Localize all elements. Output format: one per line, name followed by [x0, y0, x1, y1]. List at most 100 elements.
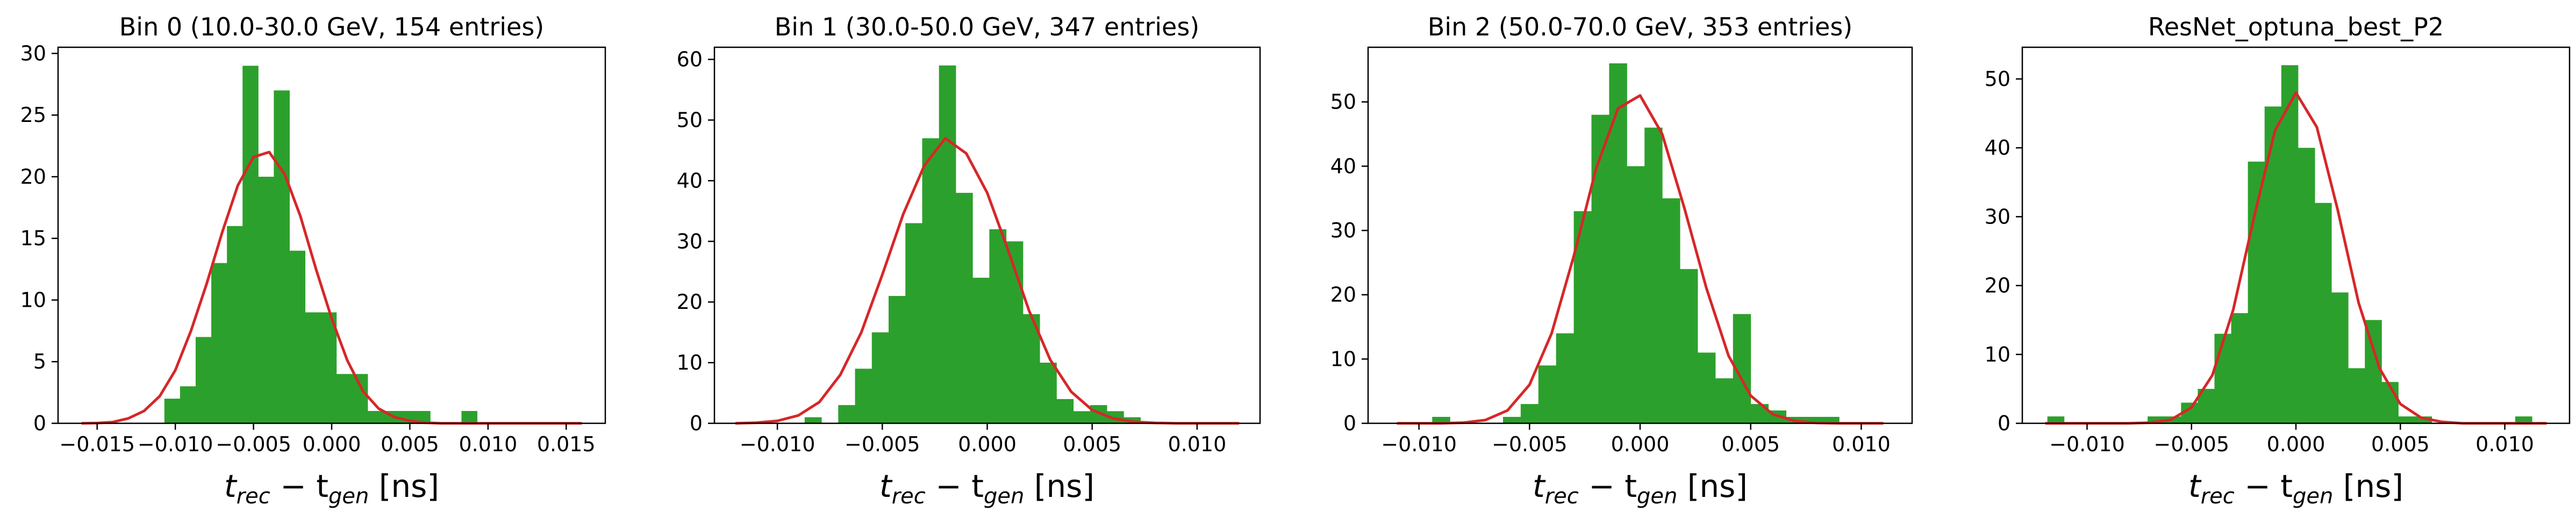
panel-1-bar-9 — [939, 65, 956, 423]
panel-0-xlabel-sub2: gen — [328, 484, 369, 509]
panel-0-xtick-label-5: 0.010 — [459, 432, 517, 456]
panel-0-xtick-label-3: 0.000 — [303, 432, 361, 456]
panel-2-ytick-label-4: 40 — [1330, 154, 1356, 178]
panel-1-ytick-label-3: 30 — [677, 229, 703, 253]
panel-0-xlabel: trec − tgen [ns] — [224, 468, 439, 509]
panel-2-bar-5 — [1520, 404, 1539, 423]
panel-2-bar-0 — [1432, 417, 1450, 423]
panel-3-xlabel-sub1: rec — [2201, 484, 2235, 509]
panel-2-xlabel-minus: − t — [1579, 468, 1637, 504]
panel-2-ytick-label-5: 50 — [1330, 90, 1356, 114]
panel-1-xtick-label-1: −0.005 — [845, 432, 920, 456]
panel-1-bar-7 — [905, 223, 922, 423]
panel-0-bar-11 — [336, 374, 353, 423]
panel-1-ytick-label-4: 40 — [677, 169, 703, 192]
panel-3-bar-28 — [2515, 416, 2532, 423]
panel-1-bar-8 — [922, 138, 940, 423]
panel-1-ytick-label-5: 50 — [677, 108, 703, 132]
panel-3-bar-14 — [2281, 65, 2299, 424]
panel-0-bar-2 — [195, 337, 212, 423]
panel-1-bar-12 — [989, 229, 1007, 423]
panel-2-ytick-label-0: 0 — [1343, 411, 1356, 435]
panel-0-bar-4 — [227, 226, 243, 423]
panel-0-ytick-label-0: 0 — [33, 411, 46, 435]
panel-2-ytick-label-3: 30 — [1330, 219, 1356, 242]
panel-1-xtick-label-0: −0.010 — [740, 432, 815, 456]
panel-0-bar-7 — [274, 90, 290, 423]
panel-2-plot: −0.010 −0.005 0.000 0.005 0.010 0 10 20 30 40 50 — [1330, 46, 1913, 456]
panel-3-ytick-label-3: 30 — [1985, 205, 2010, 228]
panel-1-title: Bin 1 (30.0-50.0 GeV, 347 entries) — [775, 12, 1200, 41]
panel-0-bar-12 — [352, 374, 368, 423]
panel-0-bar-3 — [211, 263, 227, 423]
panel-0-ytick-label-5: 25 — [20, 103, 46, 127]
panel-0-title: Bin 0 (10.0-30.0 GeV, 154 entries) — [119, 12, 545, 41]
panel-1-bar-5 — [871, 332, 889, 423]
panel-3-bar-10 — [2214, 334, 2232, 423]
panel-1-xlabel-t1: t — [879, 468, 893, 504]
panel-0-xlabel-minus: − t — [270, 468, 328, 504]
panel-1-ytick-label-0: 0 — [690, 411, 703, 435]
panel-1-xlabel-minus: − t — [926, 468, 984, 504]
panel-3-ytick-label-2: 20 — [1985, 274, 2010, 298]
panel-1-xtick-label-3: 0.005 — [1063, 432, 1121, 456]
panel-0-bar-8 — [289, 250, 306, 423]
panel-0-plot: −0.015 −0.010 −0.005 0.000 0.005 0.010 0.015 0 5… — [20, 41, 606, 456]
panel-0-xtick-label-0: −0.015 — [59, 432, 135, 456]
panel-0-xtick-label-1: −0.010 — [138, 432, 213, 456]
panel-0-xlabel-t1: t — [224, 468, 238, 504]
panel-0: Bin 0 (10.0-30.0 GeV, 154 entries) −0.01… — [20, 12, 606, 509]
panel-0-xtick-label-4: 0.005 — [381, 432, 439, 456]
panel-3-bar-0 — [2047, 416, 2065, 423]
panel-3-plot: −0.010 −0.005 0.000 0.005 0.010 0 10 20 30 40 50 — [1985, 46, 2571, 456]
panel-1-ytick-label-2: 20 — [677, 290, 703, 314]
panel-2-bar-16 — [1715, 378, 1734, 423]
panel-0-bar-5 — [242, 66, 259, 424]
panel-3-xtick-label-0: −0.010 — [2049, 432, 2125, 456]
panel-2-bar-13 — [1662, 198, 1680, 423]
panel-0-bar-9 — [305, 312, 321, 423]
panel-3-bar-18 — [2348, 368, 2365, 423]
panel-2-bar-9 — [1591, 114, 1609, 424]
panel-2-xlabel-sub1: rec — [1545, 484, 1579, 509]
panel-1-bar-11 — [972, 278, 990, 423]
panel-1-xlabel-sub2: gen — [984, 484, 1024, 509]
panel-3-ytick-label-0: 0 — [1998, 411, 2010, 435]
panel-2-fit-curve — [1397, 94, 1884, 425]
panel-3-xtick-label-2: 0.000 — [2267, 432, 2325, 456]
panel-2-xtick-label-2: 0.000 — [1611, 432, 1670, 456]
panel-2-xlabel-t1: t — [1533, 468, 1546, 504]
panel-1: Bin 1 (30.0-50.0 GeV, 347 entries) −0.01… — [677, 12, 1261, 509]
panel-0-bar-1 — [180, 386, 196, 423]
panel-2-bar-11 — [1627, 166, 1645, 423]
panel-3-xlabel-minus: − t — [2235, 468, 2293, 504]
panel-2-xtick-label-0: −0.010 — [1381, 432, 1457, 456]
panel-2-bar-6 — [1538, 365, 1557, 423]
panel-0-bar-13 — [367, 411, 384, 423]
panel-1-bar-6 — [889, 295, 906, 423]
panel-1-ytick-label-6: 60 — [677, 48, 703, 71]
panel-0-bar-6 — [258, 176, 274, 423]
panel-3-xtick-label-1: −0.005 — [2153, 432, 2229, 456]
panel-2-xtick-label-1: −0.005 — [1492, 432, 1568, 456]
panel-1-ytick-label-1: 10 — [677, 351, 703, 374]
panel-3-bar-21 — [2398, 416, 2415, 423]
panel-3-xtick-label-3: 0.005 — [2371, 432, 2430, 456]
panel-2-title: Bin 2 (50.0-70.0 GeV, 353 entries) — [1428, 12, 1853, 41]
panel-2-xlabel-sub2: gen — [1637, 484, 1677, 509]
panel-1-xlabel-sub1: rec — [892, 484, 926, 509]
panel-2-ytick-label-2: 20 — [1330, 283, 1356, 307]
panel-3-xlabel-sub2: gen — [2293, 484, 2333, 509]
panel-3-xlabel: trec − tgen [ns] — [2188, 468, 2403, 509]
panel-3-bar-11 — [2231, 313, 2249, 423]
panel-0-ytick-label-4: 20 — [20, 165, 46, 189]
panel-1-xtick-label-4: 0.010 — [1168, 432, 1226, 456]
panel-3-xtick-label-4: 0.010 — [2475, 432, 2534, 456]
panel-1-bar-1 — [804, 417, 822, 423]
panel-1-plot: −0.010 −0.005 0.000 0.005 0.010 0 10 20 30 40 50 60 — [677, 46, 1261, 456]
panel-3-bar-19 — [2365, 320, 2382, 423]
panel-2-bar-12 — [1644, 127, 1663, 424]
panel-2-xtick-label-4: 0.010 — [1832, 432, 1891, 456]
panel-1-bar-3 — [838, 405, 856, 423]
